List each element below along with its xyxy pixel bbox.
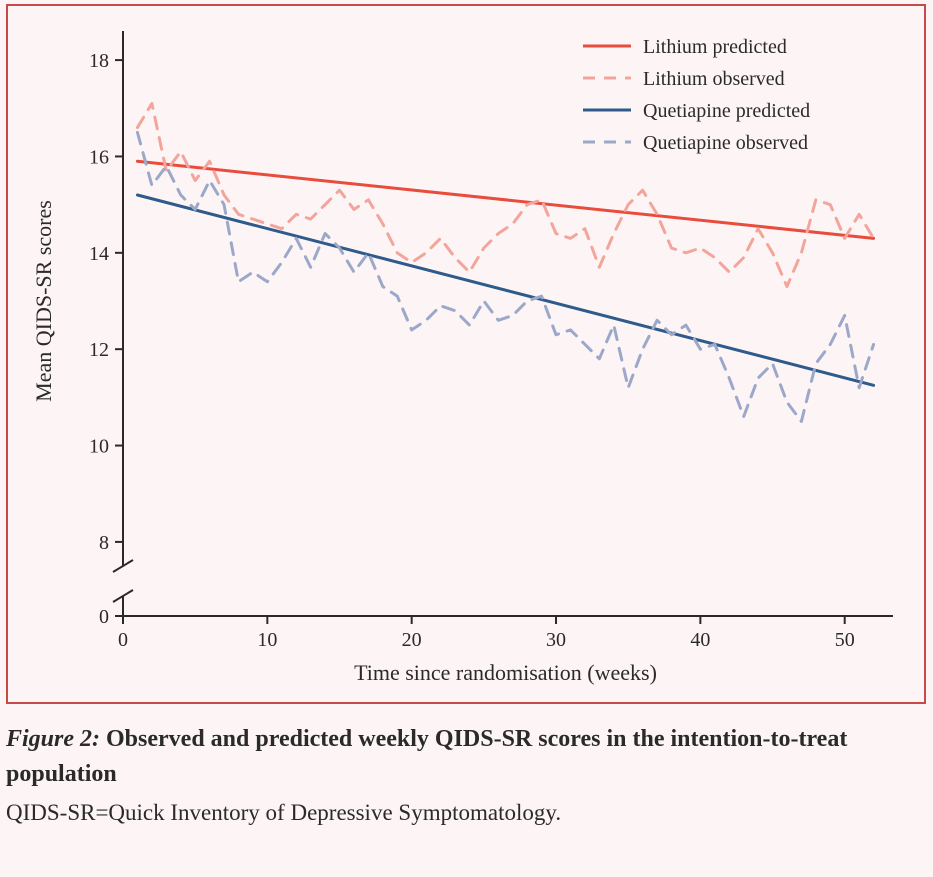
- svg-text:Quetiapine observed: Quetiapine observed: [643, 132, 808, 154]
- figure-caption: Figure 2: Observed and predicted weekly …: [0, 714, 933, 829]
- svg-text:18: 18: [89, 50, 109, 72]
- line-chart: 0 8 10 12 14 16 18 0 10 20 30 40 50 Time since random…: [8, 6, 924, 702]
- svg-text:Quetiapine predicted: Quetiapine predicted: [643, 100, 810, 122]
- figure-label: Figure 2:: [6, 726, 100, 752]
- svg-text:Mean QIDS-SR scores: Mean QIDS-SR scores: [31, 200, 56, 402]
- svg-text:0: 0: [118, 629, 128, 651]
- svg-text:10: 10: [257, 629, 277, 651]
- figure-subtitle: QIDS-SR=Quick Inventory of Depressive Sy…: [6, 796, 927, 829]
- svg-text:40: 40: [690, 629, 710, 651]
- svg-text:20: 20: [402, 629, 422, 651]
- svg-text:Lithium observed: Lithium observed: [643, 68, 785, 90]
- chart-panel: 0 8 10 12 14 16 18 0 10 20 30 40 50 Time since random…: [6, 4, 926, 704]
- svg-text:16: 16: [89, 146, 109, 168]
- svg-text:14: 14: [89, 243, 109, 265]
- svg-text:Time since randomisation (week: Time since randomisation (weeks): [354, 660, 657, 685]
- svg-text:8: 8: [99, 532, 109, 554]
- svg-text:30: 30: [546, 629, 566, 651]
- figure-title: Observed and predicted weekly QIDS-SR sc…: [6, 726, 847, 787]
- svg-text:Lithium predicted: Lithium predicted: [643, 36, 787, 58]
- svg-text:0: 0: [99, 606, 109, 628]
- svg-text:12: 12: [89, 339, 109, 361]
- svg-text:50: 50: [835, 629, 855, 651]
- svg-text:10: 10: [89, 436, 109, 458]
